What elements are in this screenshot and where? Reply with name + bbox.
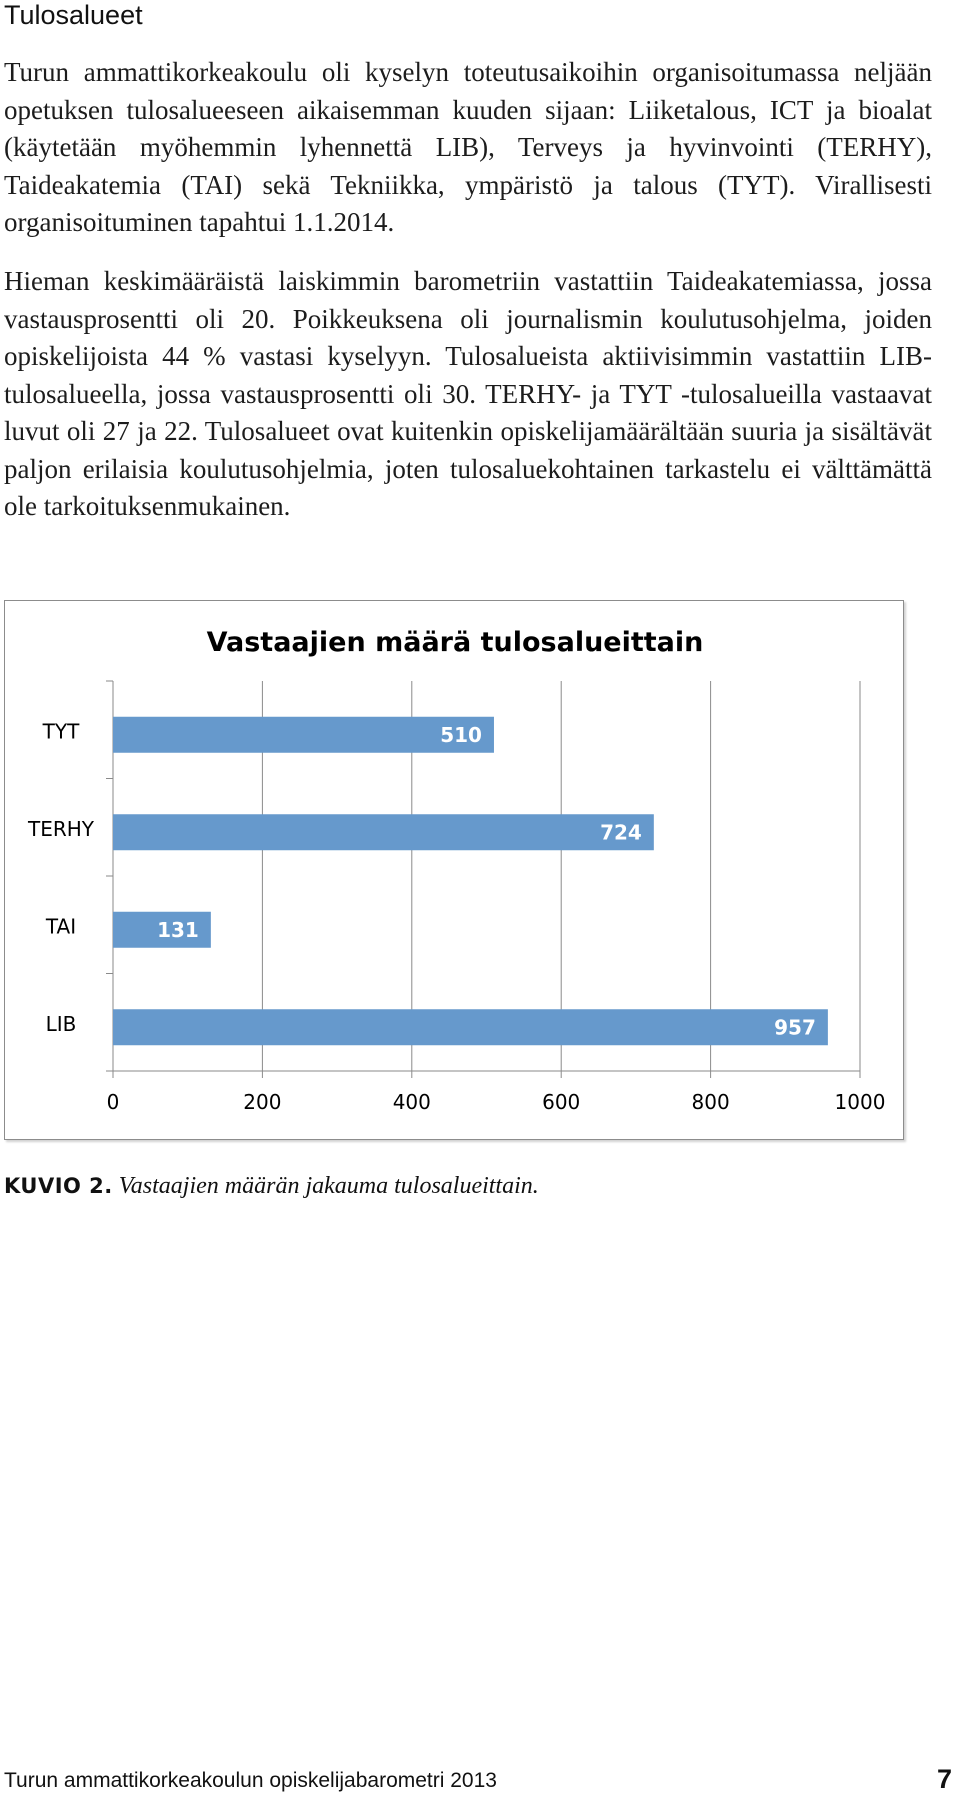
bar-terhy — [113, 814, 654, 851]
x-tick-label: 600 — [542, 1090, 580, 1114]
chart-title: Vastaajien määrä tulosalueittain — [207, 627, 704, 658]
data-label-tyt: 510 — [440, 723, 482, 747]
footer-publication: Turun ammattikorkeakoulun opiskelijabaro… — [4, 1769, 497, 1792]
category-label-tyt: TYT — [42, 719, 80, 743]
bar-chart: Vastaajien määrä tulosalueittain 0 200 400… — [27, 627, 886, 1114]
data-label-lib: 957 — [774, 1015, 816, 1039]
x-tick-label: 200 — [243, 1090, 281, 1114]
caption-label: KUVIO 2. — [4, 1174, 113, 1198]
caption-text: Vastaajien määrän jakauma tulosalueittai… — [118, 1173, 539, 1199]
bar-tai — [113, 911, 211, 948]
category-label-terhy: TERHY — [27, 817, 95, 841]
paragraph-1: Turun ammattikorkeakoulu oli kyselyn tot… — [4, 57, 932, 237]
bar-lib — [113, 1009, 828, 1046]
paragraph-2: Hieman keskimääräistä laiskimmin baromet… — [4, 266, 932, 521]
category-label-lib: LIB — [46, 1012, 77, 1036]
x-tick-label: 1000 — [835, 1090, 886, 1114]
x-tick-label: 0 — [107, 1090, 120, 1114]
figure-caption: KUVIO 2. Vastaajien määrän jakauma tulos… — [4, 1173, 539, 1200]
x-tick-label: 400 — [393, 1090, 431, 1114]
category-label-tai: TAI — [45, 914, 76, 938]
chart-frame: Vastaajien määrä tulosalueittain 0 200 400… — [4, 600, 904, 1140]
page-number: 7 — [936, 1764, 952, 1794]
bar-tyt — [113, 716, 494, 753]
data-label-terhy: 724 — [600, 820, 642, 844]
x-tick-label: 800 — [692, 1090, 730, 1114]
data-label-tai: 131 — [157, 918, 199, 942]
section-heading: Tulosalueet — [4, 0, 143, 30]
